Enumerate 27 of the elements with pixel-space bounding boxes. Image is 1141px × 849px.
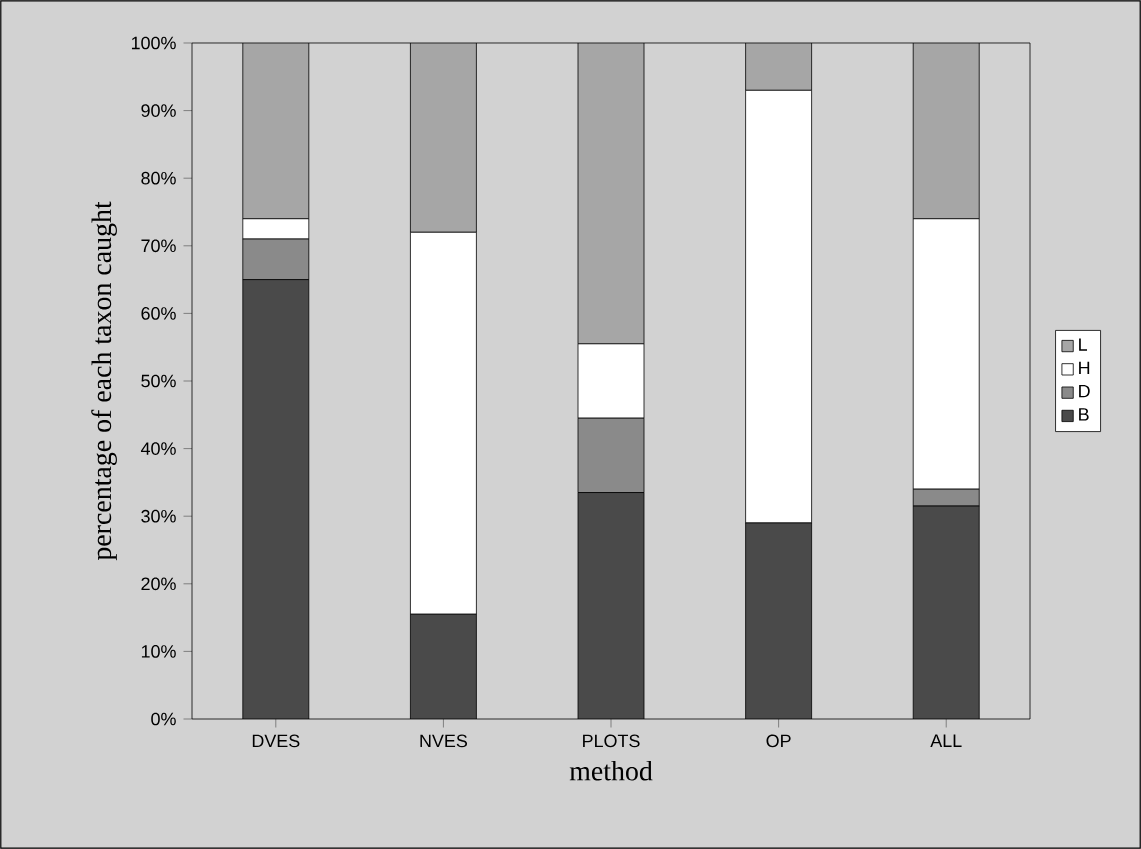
bar <box>242 42 310 220</box>
y-tick-label: 10% <box>141 645 176 658</box>
x-tick-label: NVES <box>420 734 468 748</box>
bar <box>912 42 980 220</box>
y-tick-label: 20% <box>141 577 176 591</box>
y-tick-label: 90% <box>141 104 176 117</box>
x-tick-label: OP <box>766 734 791 748</box>
y-tick-label: 60% <box>141 307 176 320</box>
x-tick-label: PLOTS <box>583 734 640 748</box>
y-tick-label: 40% <box>140 442 176 455</box>
legend-label: L <box>1079 338 1088 351</box>
bar <box>745 42 813 91</box>
legend-label: D <box>1079 384 1090 398</box>
x-tick-label: ALL <box>930 734 962 747</box>
x-axis-title: method <box>569 760 653 781</box>
y-axis-title: percentage of each taxon caught <box>91 201 117 561</box>
y-tick-label: 70% <box>141 239 176 253</box>
y-tick-label: 80% <box>141 171 176 185</box>
y-tick-label: 50% <box>141 374 176 388</box>
legend-label: B <box>1079 408 1089 421</box>
y-tick-label: 0% <box>151 712 176 726</box>
bar <box>410 42 477 233</box>
legend-label: H <box>1079 361 1090 375</box>
y-tick-label: 100% <box>131 36 176 50</box>
bar <box>577 42 645 345</box>
x-tick-label: DVES <box>252 734 300 748</box>
y-tick-label: 30% <box>141 509 176 523</box>
